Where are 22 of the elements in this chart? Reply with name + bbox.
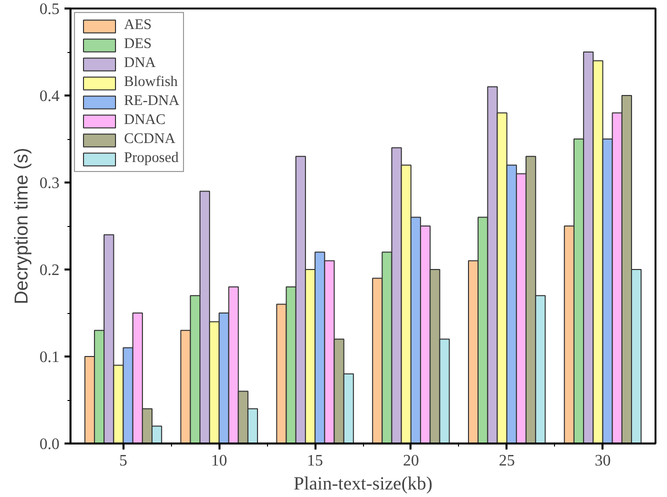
legend-label: DES <box>124 36 152 53</box>
x-tick-label: 30 <box>594 452 611 470</box>
y-tick-label: 0.4 <box>40 88 60 105</box>
x-tick-label: 20 <box>402 452 419 470</box>
legend-label: RE-DNA <box>124 93 180 110</box>
y-tick-label: 0.2 <box>40 262 60 279</box>
x-tick-label: 5 <box>119 452 128 470</box>
y-tick-label: 0.1 <box>40 349 60 366</box>
y-tick-label: 0.0 <box>40 436 60 453</box>
legend-label: DNAC <box>124 112 166 129</box>
y-axis-title: Decryption time (s) <box>10 148 32 304</box>
y-tick-label: 0.5 <box>40 1 60 18</box>
legend-label: DNA <box>124 55 156 72</box>
legend-label: Blowfish <box>124 74 178 91</box>
legend-label: AES <box>124 17 152 34</box>
legend-label: CCDNA <box>124 131 176 148</box>
y-tick-label: 0.3 <box>40 175 60 192</box>
x-tick-label: 15 <box>307 452 324 470</box>
x-tick-label: 25 <box>498 452 515 470</box>
x-axis-title: Plain-text-size(kb) <box>294 474 432 494</box>
legend-label: Proposed <box>124 150 179 167</box>
x-tick-label: 10 <box>211 452 228 470</box>
